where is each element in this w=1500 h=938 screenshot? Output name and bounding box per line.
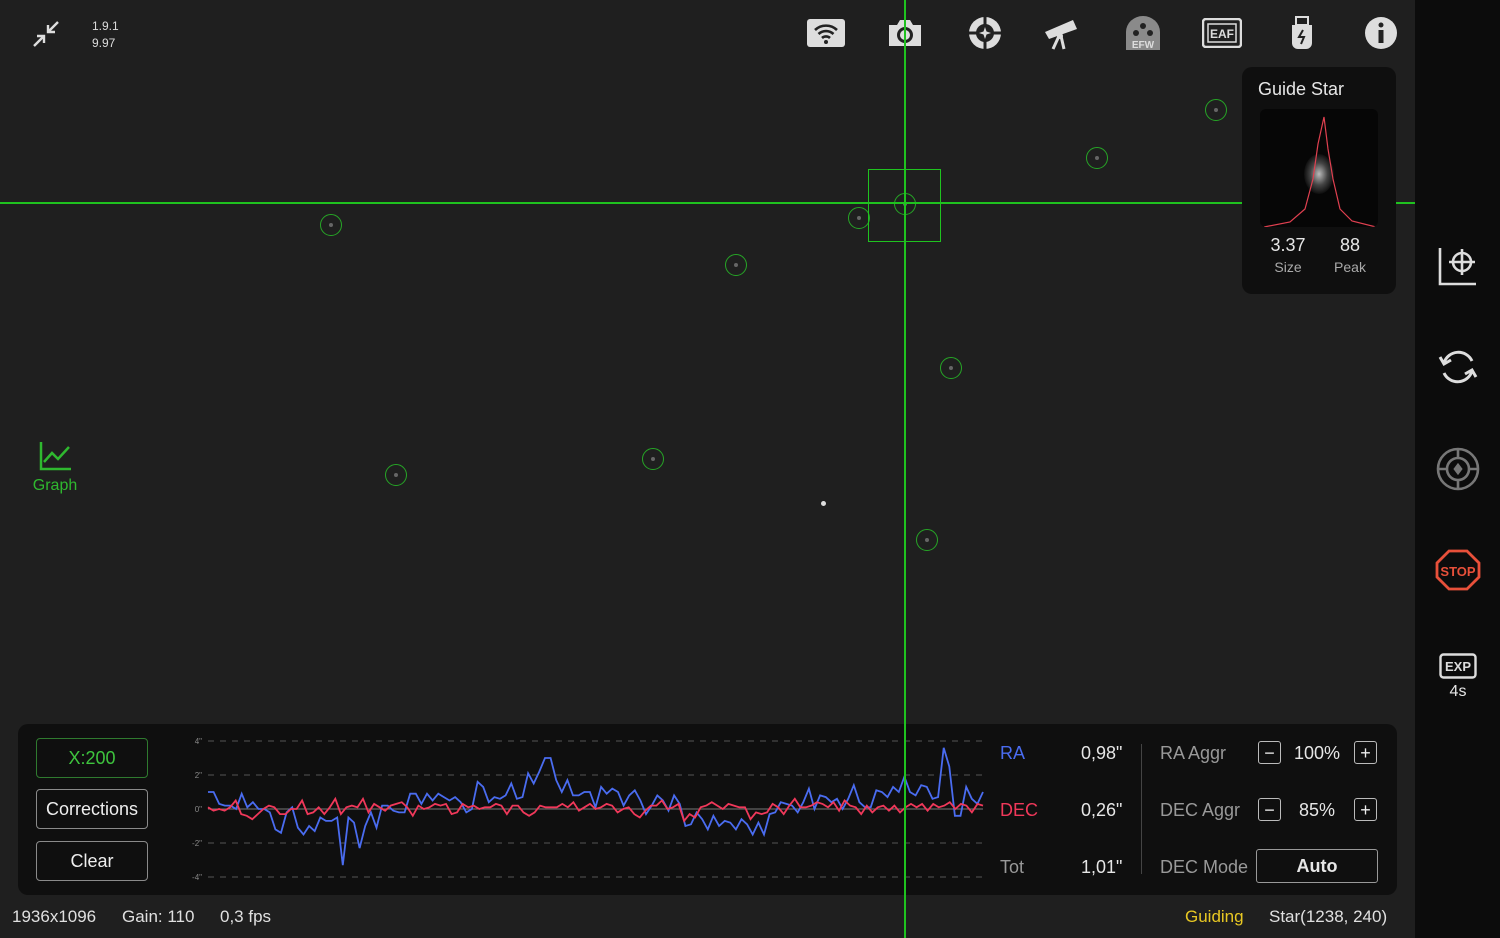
y-tick-label: -4" <box>192 873 202 882</box>
graph-label: Graph <box>32 477 78 494</box>
ra-aggr-label: RA Aggr <box>1160 743 1227 763</box>
star-marker <box>320 214 342 236</box>
exposure-value: 4s <box>1449 683 1467 700</box>
ra-series-line <box>208 747 984 866</box>
graph-button[interactable]: Graph <box>28 440 82 495</box>
usb-power-icon[interactable] <box>1282 15 1322 51</box>
crosshair-vertical <box>904 0 906 938</box>
svg-text:EAF: EAF <box>1210 27 1234 41</box>
guide-target-icon[interactable] <box>965 15 1005 51</box>
y-tick-label: 4" <box>195 737 202 746</box>
corrections-button[interactable]: Corrections <box>36 789 148 829</box>
crosshair-horizontal <box>0 202 1415 204</box>
eaf-focuser-icon[interactable]: EAF <box>1202 15 1242 51</box>
star-profile <box>1260 109 1378 227</box>
star-marker <box>940 357 962 379</box>
tot-value: 1,01" <box>1081 857 1123 877</box>
ra-value: 0,98" <box>1081 743 1123 763</box>
scale-button[interactable]: X:200 <box>36 738 148 778</box>
y-tick-label: 2" <box>195 771 202 780</box>
guide-graph-panel: X:200 Corrections Clear 4" 2" 0" -2" -4" RA … <box>18 724 1397 895</box>
dec-series-line <box>207 796 984 823</box>
guide-icon[interactable] <box>1432 447 1484 491</box>
guide-error-chart: 4" 2" 0" -2" -4" <box>192 737 984 882</box>
star-marker <box>642 448 664 470</box>
guide-star-title: Guide Star <box>1258 79 1345 99</box>
telescope-icon[interactable] <box>1043 15 1083 51</box>
dec-value: 0,26" <box>1081 800 1123 820</box>
status-guiding: Guiding <box>1185 907 1244 926</box>
dec-aggr-plus-button[interactable]: + <box>1354 798 1377 821</box>
status-resolution: 1936x1096 <box>12 907 97 926</box>
app-version: 1.9.1 <box>92 19 119 33</box>
efw-filter-wheel-icon[interactable]: EFW <box>1123 15 1163 51</box>
ra-label: RA <box>1000 743 1026 763</box>
star-marker <box>1086 147 1108 169</box>
status-gain: Gain: 110 <box>122 907 195 926</box>
star-marker <box>1205 99 1227 121</box>
star-marker <box>725 254 747 276</box>
y-tick-label: 0" <box>195 805 202 814</box>
wifi-icon[interactable] <box>806 15 846 51</box>
status-fps: 0,3 fps <box>220 907 272 926</box>
dec-aggr-label: DEC Aggr <box>1160 800 1241 820</box>
ra-aggr-value: 100% <box>1293 743 1341 763</box>
svg-text:STOP: STOP <box>1440 564 1475 579</box>
y-tick-label: -2" <box>192 839 202 848</box>
star-marker <box>916 529 938 551</box>
dec-aggr-minus-button[interactable]: − <box>1258 798 1281 821</box>
stop-icon[interactable]: STOP <box>1432 549 1484 591</box>
divider <box>1141 744 1142 874</box>
star-peak-value: 88 <box>1339 235 1361 255</box>
clear-button[interactable]: Clear <box>36 841 148 881</box>
dec-mode-label: DEC Mode <box>1160 857 1249 877</box>
star-size-value: 3.37 <box>1270 235 1306 255</box>
exposure-button[interactable]: EXP 4s <box>1432 653 1484 701</box>
dec-label: DEC <box>1000 800 1039 820</box>
loop-icon[interactable] <box>1432 345 1484 389</box>
tot-label: Tot <box>1000 857 1025 877</box>
ra-aggr-minus-button[interactable]: − <box>1258 741 1281 764</box>
ra-aggr-plus-button[interactable]: + <box>1354 741 1377 764</box>
firmware-version: 9.97 <box>92 36 116 50</box>
star-marker <box>848 207 870 229</box>
guide-star-panel: Guide Star 3.37 Size 88 Peak <box>1242 67 1396 294</box>
dec-aggr-value: 85% <box>1298 800 1336 820</box>
exposure-icon: EXP <box>1439 653 1477 679</box>
info-icon[interactable] <box>1361 15 1401 51</box>
version-info: 1.9.1 9.97 <box>92 18 119 52</box>
star-marker <box>385 464 407 486</box>
svg-text:EXP: EXP <box>1445 659 1471 674</box>
collapse-icon[interactable] <box>32 20 60 53</box>
status-star-position: Star(1238, 240) <box>1269 907 1388 926</box>
dec-mode-select[interactable]: Auto <box>1256 849 1378 883</box>
star-size-label: Size <box>1274 259 1302 275</box>
graph-icon <box>39 442 71 471</box>
calibrate-icon[interactable] <box>1432 245 1484 287</box>
star-peak-label: Peak <box>1334 259 1366 275</box>
bright-star <box>821 501 826 506</box>
svg-text:EFW: EFW <box>1132 40 1155 50</box>
